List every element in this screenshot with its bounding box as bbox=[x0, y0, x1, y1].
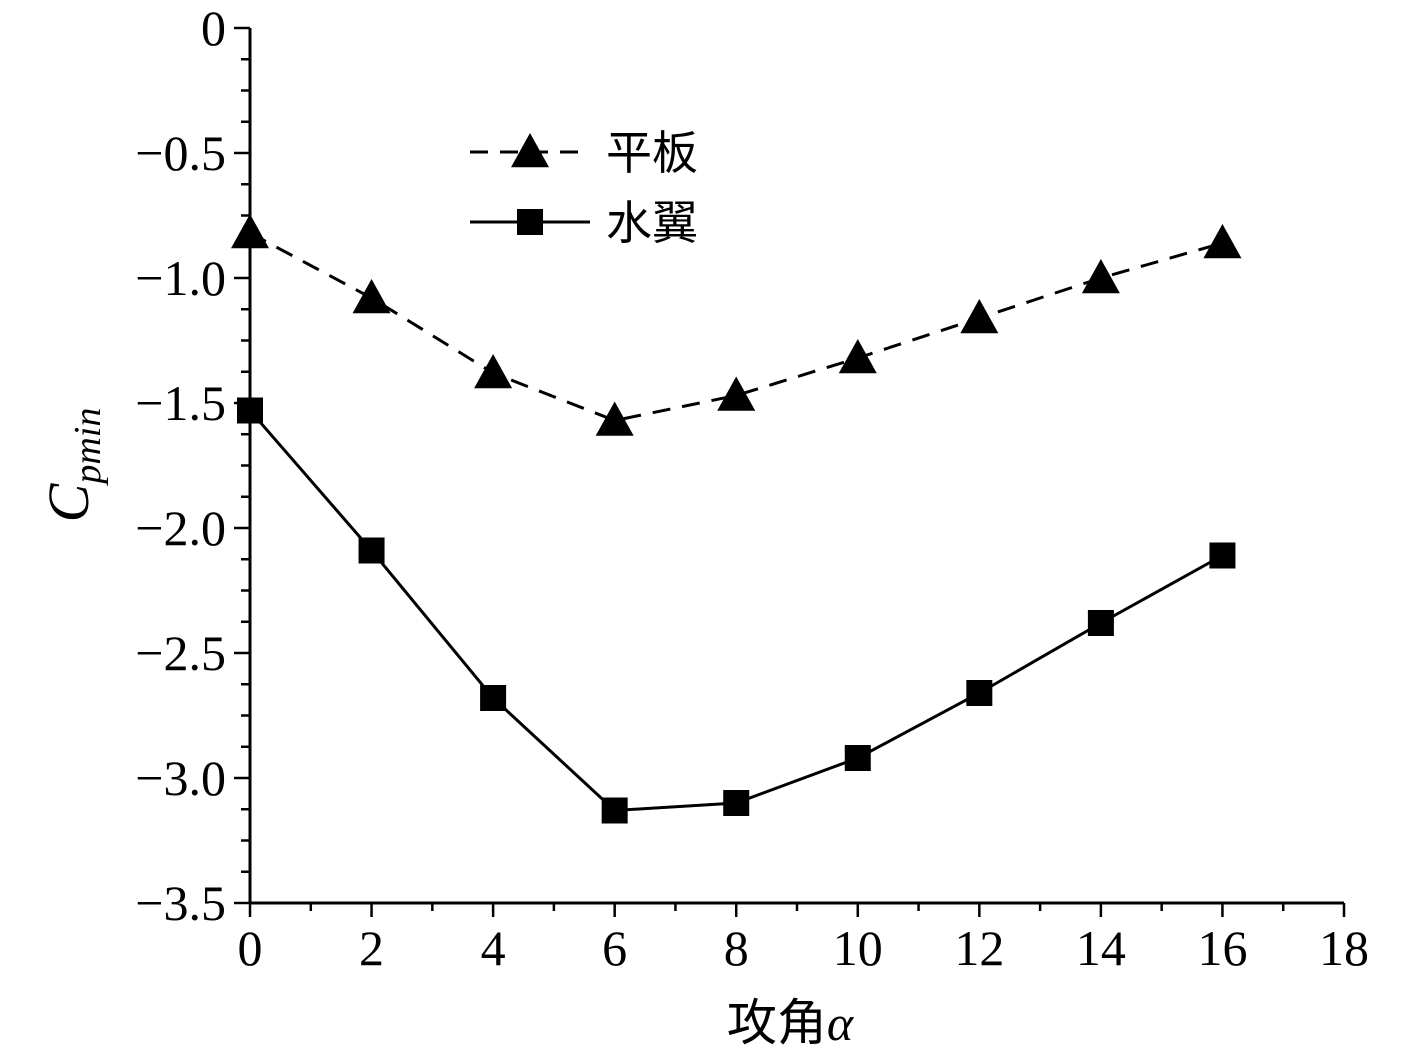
y-tick-label: −2.0 bbox=[135, 500, 226, 556]
series-line bbox=[248, 409, 1224, 813]
data-point bbox=[474, 354, 513, 389]
x-axis-title: 攻角α bbox=[727, 995, 855, 1051]
data-point bbox=[838, 339, 877, 374]
x-tick-label: 18 bbox=[1319, 920, 1369, 976]
series-2 bbox=[237, 397, 1236, 824]
x-tick-label: 12 bbox=[954, 920, 1004, 976]
data-point bbox=[231, 214, 269, 249]
data-point bbox=[237, 397, 263, 424]
x-tick-label: 16 bbox=[1197, 920, 1247, 976]
x-axis-title-symbol: α bbox=[827, 995, 855, 1051]
y-axis-title-letter: C bbox=[36, 482, 101, 522]
x-tick-label: 14 bbox=[1076, 920, 1126, 976]
y-tick-label: −1.0 bbox=[135, 250, 226, 306]
data-point bbox=[844, 745, 871, 771]
x-tick-label: 0 bbox=[238, 920, 263, 976]
y-tick-label: −1.5 bbox=[135, 375, 226, 431]
data-point bbox=[1203, 224, 1242, 259]
y-tick-label: 0 bbox=[201, 0, 226, 56]
y-tick-label: −3.0 bbox=[135, 750, 226, 806]
legend-item: 水翼 bbox=[470, 196, 698, 250]
x-tick-label: 8 bbox=[724, 920, 749, 976]
data-point bbox=[1087, 610, 1114, 636]
legend-marker bbox=[517, 209, 543, 235]
x-tick-label: 4 bbox=[481, 920, 506, 976]
legend-label: 平板 bbox=[606, 126, 698, 180]
data-point bbox=[352, 279, 391, 314]
data-point bbox=[358, 537, 385, 564]
data-point bbox=[723, 790, 750, 816]
series-line bbox=[249, 231, 1223, 423]
y-tick-label: −3.5 bbox=[135, 875, 226, 931]
data-point bbox=[595, 401, 634, 436]
series-1 bbox=[231, 214, 1242, 436]
legend-marker bbox=[511, 133, 549, 168]
data-point bbox=[1081, 259, 1120, 294]
y-tick-label: −0.5 bbox=[135, 125, 226, 181]
x-tick-label: 6 bbox=[602, 920, 627, 976]
x-tick-label: 10 bbox=[833, 920, 883, 976]
data-point bbox=[960, 299, 999, 334]
y-tick-label: −2.5 bbox=[135, 625, 226, 681]
x-tick-label: 2 bbox=[359, 920, 384, 976]
series-layer bbox=[231, 214, 1242, 824]
data-point bbox=[966, 680, 993, 706]
data-point bbox=[601, 797, 628, 824]
data-point bbox=[717, 376, 756, 411]
legend-item: 平板 bbox=[470, 126, 698, 180]
data-point bbox=[1209, 542, 1236, 569]
data-point bbox=[480, 685, 507, 711]
axes: 0 2 4 6 8 10 12 14 16 18 0 −0.5 −1.0 −1.5 −2.0 −2.5 −3.0… bbox=[135, 0, 1369, 976]
y-axis-title-subscript: pmin bbox=[67, 408, 109, 487]
legend-label: 水翼 bbox=[606, 196, 698, 250]
y-axis-title: Cpmin bbox=[36, 408, 109, 523]
x-axis-title-text: 攻角 bbox=[727, 995, 827, 1051]
